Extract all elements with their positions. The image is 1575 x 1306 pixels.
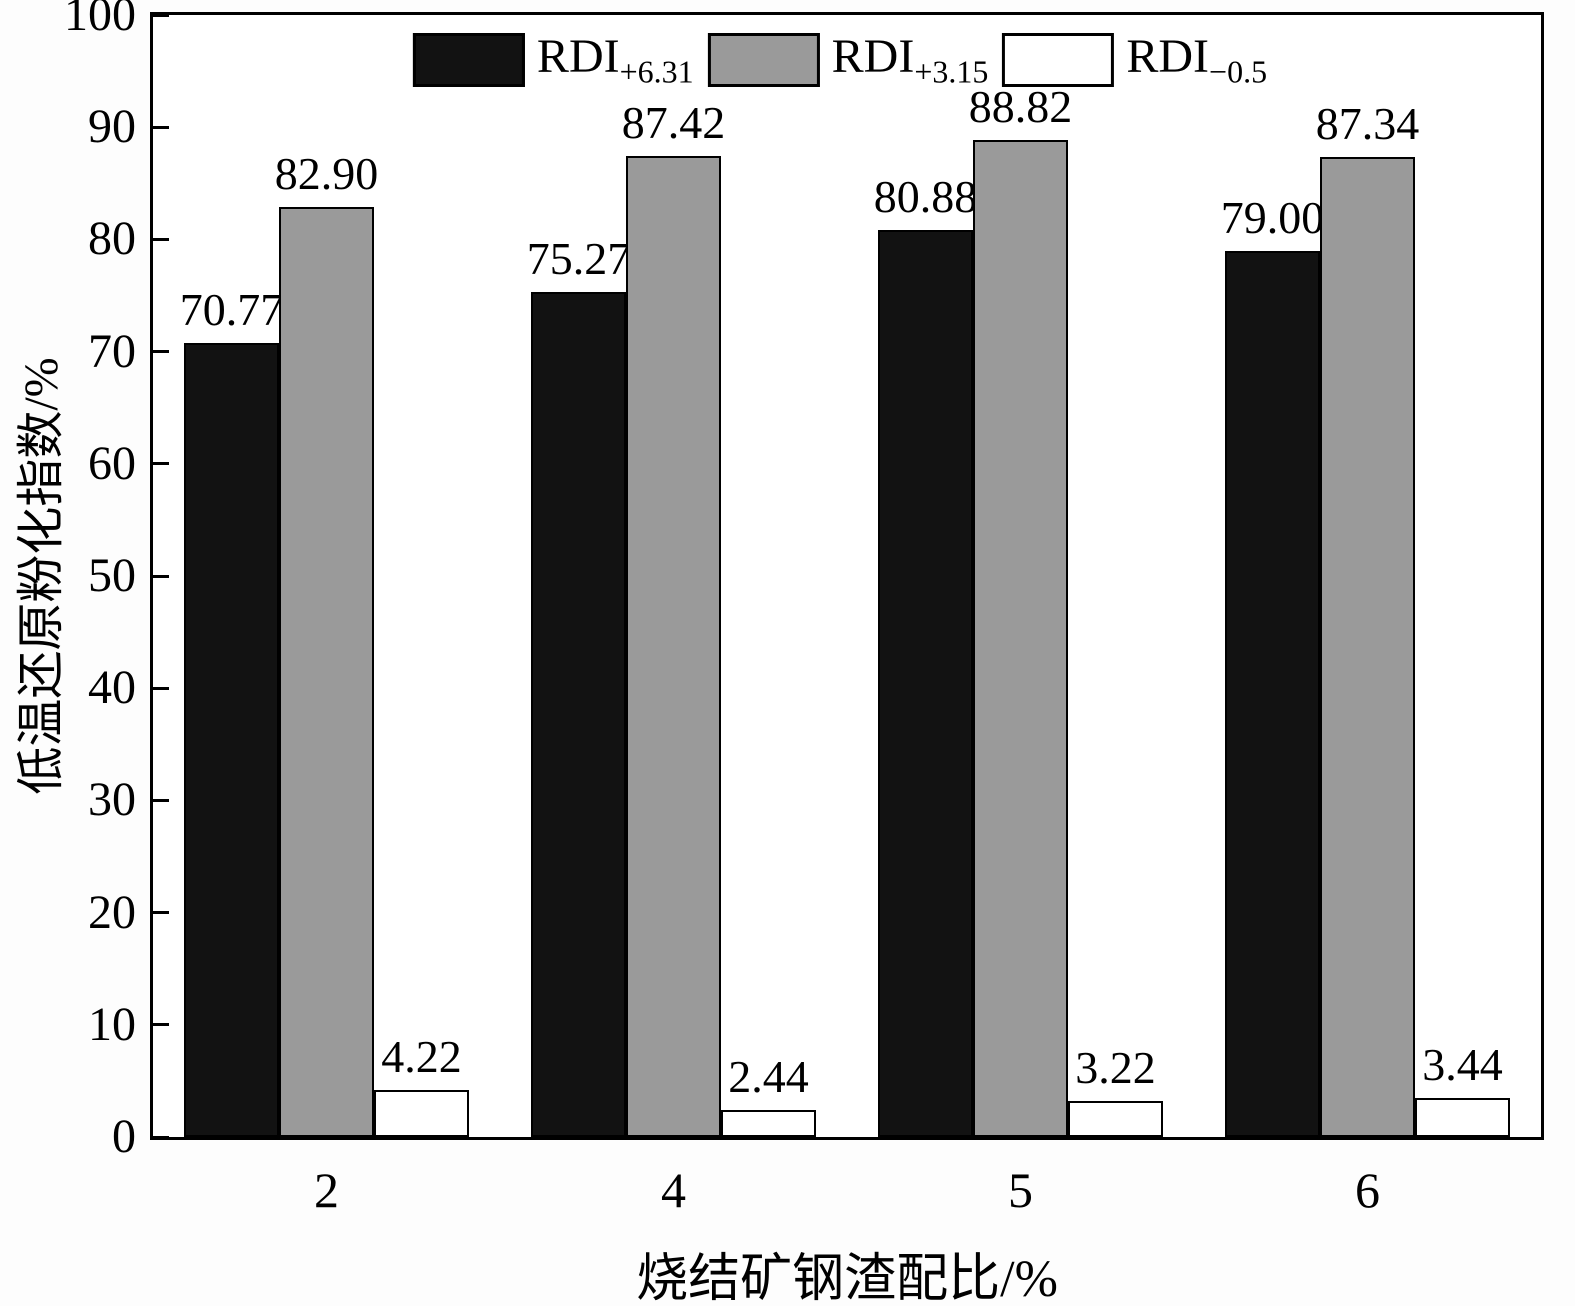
x-tick-label: 2 <box>314 1162 339 1218</box>
bar-value-label: 4.22 <box>381 1030 462 1082</box>
legend: RDI+6.31 RDI+3.15 RDI−0.5 <box>412 30 1281 90</box>
y-tick-label: 20 <box>88 885 136 939</box>
plot-area: RDI+6.31 RDI+3.15 RDI−0.5 70.77 82.90 4.22 75… <box>150 12 1544 1140</box>
legend-item: RDI+6.31 <box>412 30 694 90</box>
bar-s2-g3 <box>973 140 1068 1137</box>
bar-s3-g2 <box>721 1109 816 1137</box>
y-tick-mark <box>153 13 169 17</box>
y-tick-mark <box>153 462 169 466</box>
legend-item: RDI+3.15 <box>707 30 989 90</box>
bar-value-label: 3.44 <box>1422 1039 1503 1091</box>
legend-swatch <box>707 33 820 88</box>
y-tick-label: 100 <box>64 0 136 41</box>
bar-value-label: 70.77 <box>179 283 284 335</box>
y-tick-label: 0 <box>112 1110 136 1163</box>
y-tick-mark <box>153 1135 169 1139</box>
y-tick-mark <box>153 125 169 129</box>
y-axis-title: 低温还原粉化指数/% <box>15 357 68 795</box>
y-tick-label: 10 <box>88 997 136 1051</box>
x-tick-label: 4 <box>661 1162 686 1218</box>
bar-value-label: 3.22 <box>1075 1041 1156 1093</box>
y-tick-mark <box>153 911 169 915</box>
bar-s3-g3 <box>1068 1100 1163 1137</box>
legend-label: RDI−0.5 <box>1126 30 1268 90</box>
bar-s3-g1 <box>374 1089 469 1137</box>
y-tick-label: 90 <box>88 100 136 154</box>
legend-swatch <box>1002 33 1115 88</box>
y-tick-mark <box>153 798 169 802</box>
bar-s2-g4 <box>1320 157 1415 1137</box>
legend-swatch <box>412 33 525 88</box>
bar-s2-g1 <box>279 206 374 1137</box>
bar-value-label: 75.27 <box>526 233 631 285</box>
bar-s3-g4 <box>1415 1098 1510 1137</box>
legend-label: RDI+6.31 <box>536 30 694 90</box>
bar-s1-g2 <box>531 292 626 1137</box>
bar-s2-g2 <box>626 156 721 1137</box>
bar-s1-g3 <box>878 229 973 1137</box>
legend-label: RDI+3.15 <box>831 30 989 90</box>
x-axis-title: 烧结矿钢渣配比/% <box>636 1251 1058 1306</box>
y-tick-mark <box>153 574 169 578</box>
y-tick-label: 80 <box>88 212 136 266</box>
plot-inner: RDI+6.31 RDI+3.15 RDI−0.5 70.77 82.90 4.22 75… <box>153 13 1541 1139</box>
bar-value-label: 87.34 <box>1315 98 1420 150</box>
y-tick-mark <box>153 237 169 241</box>
bar-value-label: 82.90 <box>274 147 379 199</box>
bar-value-label: 80.88 <box>873 170 978 222</box>
bar-s1-g1 <box>184 342 279 1137</box>
bar-value-label: 88.82 <box>968 81 1073 133</box>
bar-s1-g4 <box>1225 250 1320 1137</box>
y-tick-mark <box>153 1023 169 1027</box>
x-tick-label: 6 <box>1355 1162 1380 1218</box>
legend-item: RDI−0.5 <box>1002 33 1267 88</box>
bar-value-label: 2.44 <box>728 1050 809 1102</box>
bar-value-label: 87.42 <box>621 97 726 149</box>
x-tick-label: 5 <box>1008 1162 1033 1218</box>
y-tick-mark <box>153 686 169 690</box>
bar-value-label: 79.00 <box>1220 191 1325 243</box>
y-tick-mark <box>153 350 169 354</box>
